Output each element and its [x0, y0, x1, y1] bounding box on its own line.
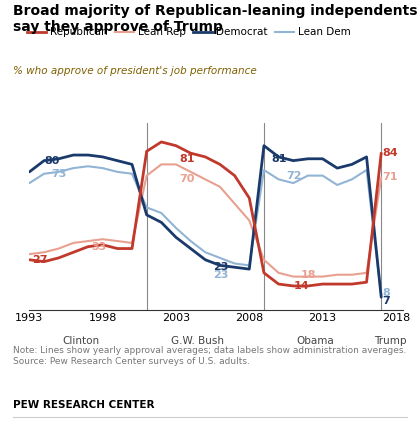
Text: Obama: Obama [297, 337, 334, 346]
Text: 84: 84 [383, 148, 398, 158]
Text: 18: 18 [301, 270, 316, 280]
Text: 7: 7 [383, 296, 391, 306]
Text: 23: 23 [213, 262, 228, 272]
Text: 33: 33 [91, 242, 106, 252]
Text: 14: 14 [293, 281, 309, 291]
Text: 70: 70 [179, 174, 194, 184]
Text: PEW RESEARCH CENTER: PEW RESEARCH CENTER [13, 400, 154, 410]
Text: Clinton: Clinton [62, 337, 99, 346]
Text: 80: 80 [44, 156, 60, 166]
Text: 81: 81 [271, 154, 287, 164]
Text: Trump: Trump [374, 337, 406, 346]
Text: % who approve of president's job performance: % who approve of president's job perform… [13, 66, 256, 76]
Text: 8: 8 [383, 289, 391, 298]
Text: 81: 81 [179, 154, 194, 164]
Text: Broad majority of Republican-leaning independents
say they approve of Trump: Broad majority of Republican-leaning ind… [13, 4, 417, 34]
Text: 71: 71 [383, 173, 398, 182]
Legend: Republican, Lean Rep, Democrat, Lean Dem: Republican, Lean Rep, Democrat, Lean Dem [27, 28, 350, 37]
Text: 27: 27 [32, 255, 48, 265]
Text: 72: 72 [286, 170, 302, 181]
Text: 23: 23 [213, 270, 228, 280]
Text: G.W. Bush: G.W. Bush [171, 337, 224, 346]
Text: Note: Lines show yearly approval averages; data labels show administration avera: Note: Lines show yearly approval average… [13, 346, 406, 366]
Text: 73: 73 [51, 169, 67, 179]
